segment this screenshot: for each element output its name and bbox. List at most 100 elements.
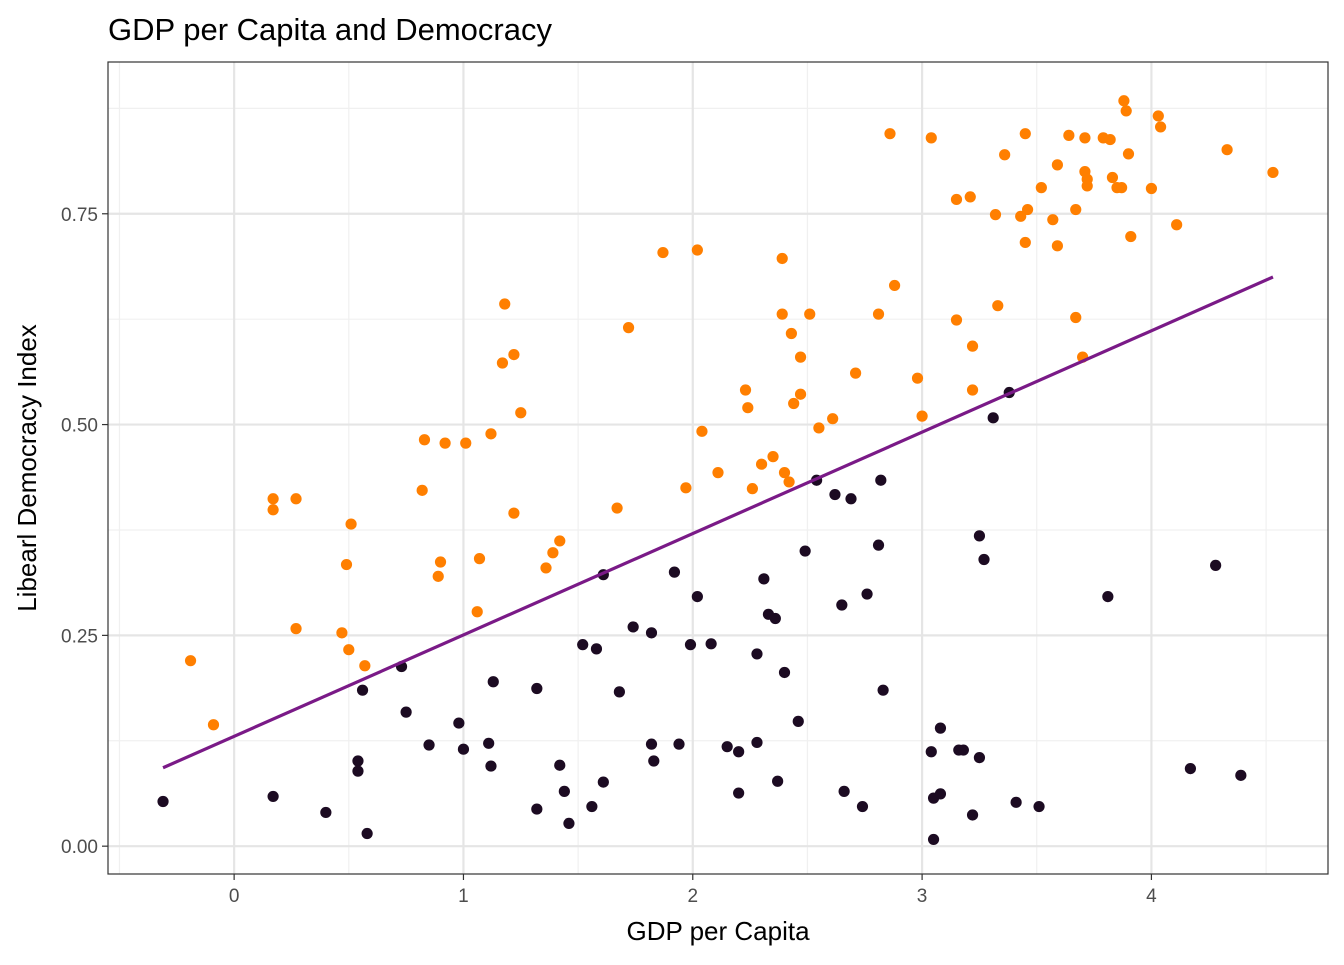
- data-point-low: [563, 817, 575, 830]
- data-point-low: [691, 590, 703, 603]
- x-tick-label: 1: [458, 886, 469, 907]
- data-point-high: [1019, 128, 1031, 140]
- data-point-high: [460, 437, 472, 449]
- data-point-low: [356, 684, 369, 696]
- data-point-high: [1152, 110, 1164, 122]
- data-point-high: [345, 518, 357, 530]
- data-point-low: [157, 795, 169, 808]
- data-point-low: [1010, 796, 1022, 808]
- data-point-high: [827, 413, 839, 425]
- y-tick-label: 0.50: [61, 416, 98, 437]
- data-point-high: [432, 570, 444, 582]
- data-point-high: [439, 437, 451, 449]
- data-point-high: [207, 719, 220, 731]
- data-point-low: [684, 639, 697, 651]
- data-point-low: [705, 638, 717, 650]
- data-point-low: [613, 686, 625, 698]
- data-point-high: [785, 327, 797, 340]
- data-point-high: [540, 562, 552, 574]
- data-point-high: [1171, 219, 1183, 231]
- data-point-high: [1154, 121, 1167, 133]
- data-point-high: [290, 493, 302, 505]
- data-point-low: [829, 488, 841, 501]
- data-point-low: [934, 788, 947, 800]
- data-point-high: [916, 410, 928, 422]
- data-point-high: [964, 191, 976, 203]
- data-point-low: [721, 741, 733, 753]
- data-point-high: [496, 357, 509, 369]
- data-point-high: [691, 244, 703, 256]
- x-axis-label: GDP per Capita: [626, 916, 810, 946]
- data-point-high: [1120, 105, 1132, 117]
- data-point-high: [1118, 95, 1130, 107]
- data-point-high: [1051, 159, 1063, 171]
- data-point-high: [746, 483, 758, 495]
- data-point-high: [742, 402, 754, 414]
- data-point-high: [783, 476, 795, 488]
- data-point-low: [1184, 763, 1197, 775]
- data-point-low: [597, 776, 609, 788]
- data-point-low: [957, 744, 969, 756]
- data-point-high: [418, 434, 431, 446]
- data-point-high: [1125, 230, 1137, 243]
- data-point-high: [950, 193, 963, 206]
- data-point-low: [673, 738, 685, 750]
- data-point-high: [755, 458, 768, 470]
- data-point-high: [1116, 182, 1128, 194]
- data-point-low: [836, 599, 848, 611]
- data-point-low: [361, 827, 373, 840]
- data-point-low: [531, 803, 543, 815]
- data-point-high: [508, 507, 520, 519]
- data-point-low: [645, 738, 658, 750]
- data-point-high: [499, 298, 511, 310]
- data-point-high: [471, 606, 483, 618]
- data-point-low: [554, 759, 566, 771]
- data-point-high: [1122, 148, 1135, 160]
- data-point-low: [483, 737, 495, 749]
- data-point-high: [657, 246, 669, 259]
- data-point-low: [590, 643, 603, 655]
- data-point-low: [1210, 559, 1222, 571]
- chart-title: GDP per Capita and Democracy: [108, 12, 552, 47]
- data-point-high: [1063, 129, 1075, 141]
- data-point-high: [966, 384, 979, 396]
- data-point-low: [267, 790, 279, 803]
- data-point-high: [508, 348, 520, 361]
- data-point-low: [838, 785, 850, 797]
- data-point-low: [758, 573, 770, 585]
- data-point-low: [861, 588, 873, 600]
- data-points: [157, 95, 1279, 846]
- data-point-low: [856, 800, 869, 813]
- data-point-low: [1033, 800, 1045, 813]
- data-point-high: [776, 308, 788, 320]
- data-point-low: [934, 722, 947, 734]
- plot-panel-border: [107, 61, 1329, 875]
- data-point-low: [978, 553, 990, 566]
- regression-line: [162, 275, 1274, 770]
- x-tick-label: 0: [229, 886, 240, 907]
- data-point-low: [877, 684, 889, 696]
- data-point-high: [622, 322, 635, 334]
- data-point-high: [359, 660, 371, 672]
- data-point-low: [987, 412, 999, 424]
- data-point-low: [645, 627, 658, 639]
- data-point-high: [1079, 132, 1091, 144]
- data-point-high: [966, 340, 979, 352]
- y-tick-label: 0.75: [61, 205, 98, 226]
- data-point-low: [485, 760, 497, 772]
- data-point-low: [973, 752, 986, 764]
- data-point-low: [577, 639, 589, 651]
- data-point-low: [778, 666, 791, 679]
- data-point-low: [973, 530, 986, 542]
- data-point-high: [696, 425, 708, 437]
- data-point-low: [751, 648, 763, 660]
- data-point-low: [668, 566, 681, 578]
- x-axis-ticks: 0 1 2 3 4: [229, 874, 1157, 907]
- data-point-low: [352, 755, 364, 767]
- data-point-low: [966, 809, 979, 821]
- data-point-high: [778, 467, 791, 479]
- data-point-low: [352, 765, 364, 777]
- data-point-high: [1021, 203, 1034, 216]
- data-point-low: [423, 739, 435, 751]
- data-point-low: [453, 717, 465, 729]
